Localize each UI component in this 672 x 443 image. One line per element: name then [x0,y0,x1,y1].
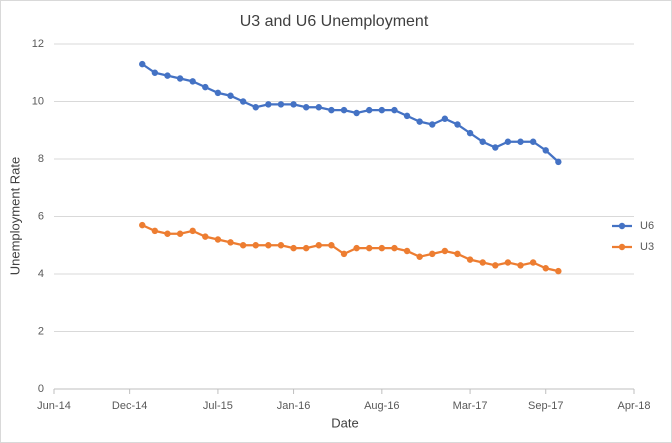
data-point [277,242,285,249]
data-point [378,106,386,114]
data-point [239,98,247,105]
x-tick-label: Jul-15 [203,400,233,412]
data-point [441,247,449,255]
data-point [466,129,474,137]
data-point [315,242,322,249]
data-point [454,121,461,128]
data-point [164,72,171,79]
data-point [529,259,537,266]
legend-marker [618,222,626,230]
x-tick-label: Aug-16 [364,400,399,412]
data-point [315,104,322,111]
data-point [151,69,159,76]
data-point [340,106,348,114]
data-point [391,106,398,114]
data-point [378,244,386,252]
x-tick-label: Sep-17 [528,400,563,412]
x-tick-label: Jun-14 [37,400,71,412]
y-tick-label: 8 [38,153,44,165]
data-point [353,244,360,252]
x-tick-label: Mar-17 [453,400,488,412]
data-point [366,244,373,252]
legend-label: U6 [640,220,654,232]
data-point [214,89,222,97]
data-point [542,265,549,272]
data-point [366,106,373,114]
data-point [466,256,474,263]
data-point [277,101,285,108]
data-point [139,221,146,229]
data-point [227,239,234,246]
data-point [492,144,499,151]
data-point [176,75,184,82]
data-point [416,253,423,260]
data-point [328,242,335,249]
legend-marker [618,243,626,251]
data-point [403,112,411,120]
y-tick-label: 4 [38,268,44,280]
data-point [555,158,562,166]
y-tick-label: 10 [32,95,44,107]
data-point [517,262,524,269]
data-point [290,101,297,108]
data-point [265,101,272,108]
data-point [252,242,259,249]
data-point [328,106,335,114]
data-point [139,60,146,68]
data-point [504,138,512,145]
data-point [454,250,461,258]
data-point [555,267,562,275]
data-point [202,233,209,240]
y-tick-label: 0 [38,383,44,395]
data-point [290,244,297,252]
data-point [252,104,259,111]
data-point [151,227,159,235]
y-axis-title: Unemployment Rate [7,157,22,276]
series-line [141,224,559,273]
data-point [416,118,423,125]
data-point [504,259,512,266]
y-tick-label: 2 [38,325,44,337]
data-point [202,83,209,91]
data-point [517,138,524,145]
data-point [529,138,537,145]
x-tick-label: Jan-16 [277,400,311,412]
data-point [403,247,411,255]
data-point [189,78,196,85]
x-tick-label: Apr-18 [617,400,650,412]
data-point [176,230,184,237]
data-point [164,230,171,237]
data-point [429,121,436,128]
data-point [302,104,310,111]
y-tick-label: 6 [38,210,44,222]
x-tick-label: Dec-14 [112,400,147,412]
data-point [340,250,348,258]
y-tick-label: 12 [32,38,44,50]
data-point [542,147,549,154]
chart-title: U3 and U6 Unemployment [240,13,429,30]
data-point [441,115,449,122]
data-point [391,244,398,252]
series-line [141,63,560,163]
data-point [492,262,499,269]
data-point [479,259,486,266]
data-point [265,242,272,249]
data-point [302,244,310,252]
data-point [429,250,436,258]
data-point [189,227,196,235]
data-point [227,92,234,99]
data-point [353,109,360,117]
data-point [214,236,222,243]
legend-label: U3 [640,241,654,253]
data-point [479,138,486,145]
data-point [239,242,247,249]
x-axis-title: Date [331,415,358,430]
